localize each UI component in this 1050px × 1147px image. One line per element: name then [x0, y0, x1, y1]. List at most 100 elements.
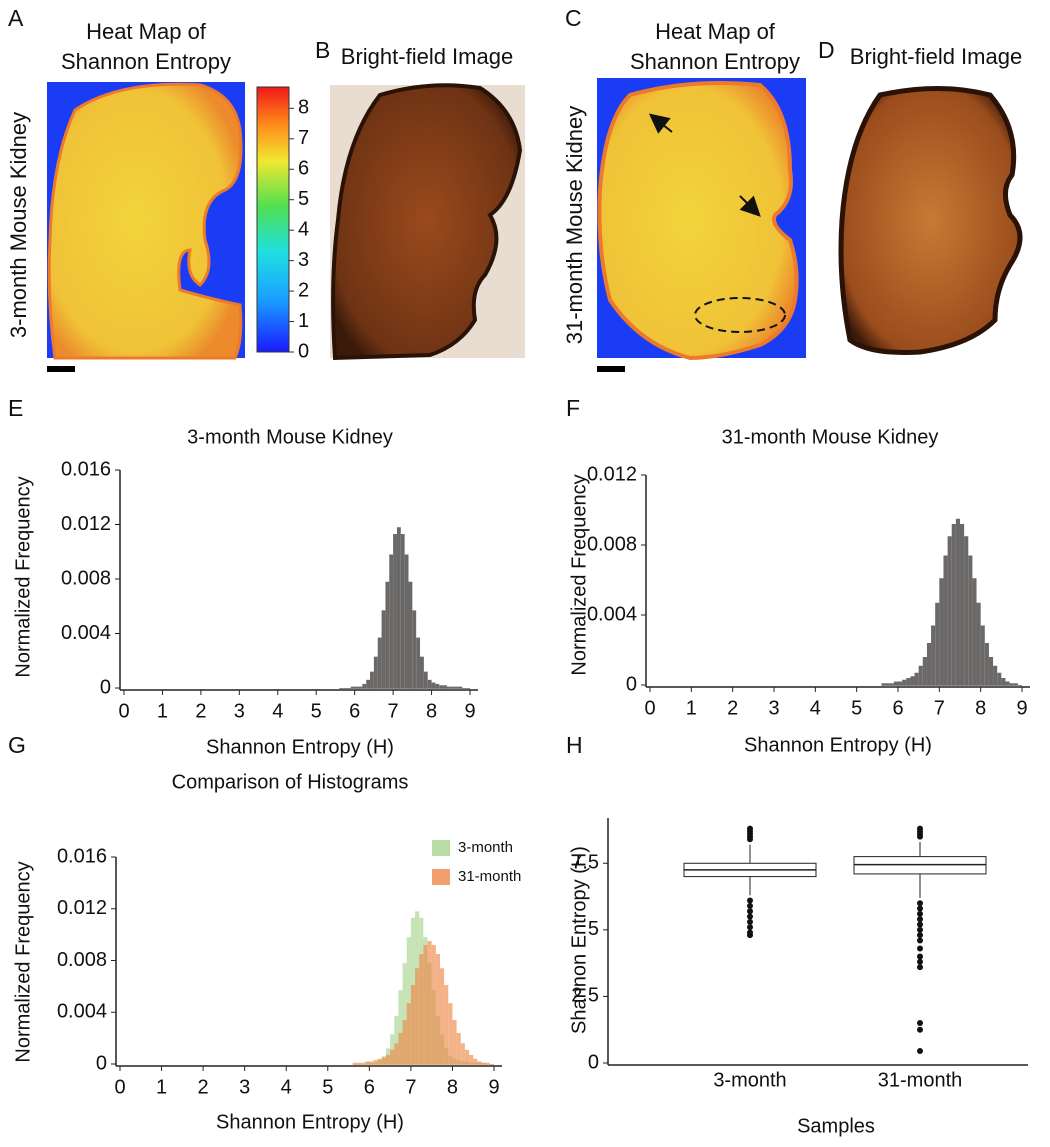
y-tick-label: 0.012: [587, 463, 637, 485]
histogram-bar: [443, 685, 447, 689]
brightfield-tissue: [838, 86, 1023, 355]
x-tick-label: 3-month: [713, 1069, 786, 1091]
histogram-bar: [390, 1034, 395, 1065]
legend-label: 31-month: [458, 868, 521, 885]
x-tick-label: 5: [322, 1076, 333, 1098]
outlier: [917, 1048, 923, 1055]
histogram-bar: [393, 534, 397, 689]
histogram-bar: [446, 686, 451, 689]
heatmap-tissue: [597, 81, 799, 361]
histogram-bar: [361, 1062, 366, 1065]
histogram-bar: [427, 679, 432, 689]
colorbar-tick-label: 0: [298, 340, 309, 362]
y-tick-label: 0.008: [57, 949, 107, 971]
histogram-bar: [427, 941, 432, 1065]
histogram-bar: [960, 524, 965, 686]
histogram-bar: [346, 688, 351, 689]
histogram-bar: [918, 665, 923, 686]
chart-title: 3-month Mouse Kidney: [187, 426, 393, 448]
y-tick-label: 0.004: [57, 1001, 107, 1023]
histogram-bar: [377, 637, 382, 689]
x-tick-label: 6: [892, 697, 903, 719]
y-tick-label: 0.012: [57, 897, 107, 919]
histogram-bar: [885, 683, 890, 686]
histogram-bar: [893, 681, 898, 686]
y-tick-label: 0: [100, 676, 111, 698]
x-tick-label: 1: [156, 1076, 167, 1098]
histogram-bar: [976, 602, 981, 686]
x-tick-label: 3: [234, 700, 245, 722]
histogram-bar: [339, 688, 344, 689]
y-tick-label: 2.5: [571, 985, 599, 1007]
histogram-bar: [1013, 683, 1018, 686]
histogram-bar: [1001, 678, 1006, 686]
panel-title: Shannon Entropy: [630, 49, 800, 74]
histogram-bar: [406, 1003, 411, 1065]
outlier: [917, 921, 923, 928]
x-axis-label: Shannon Entropy (H): [216, 1111, 404, 1133]
panel-letter: A: [8, 5, 24, 31]
panel-title: Heat Map of: [655, 19, 776, 44]
histogram-bar: [402, 1020, 407, 1065]
histogram-bar: [968, 555, 973, 686]
outlier: [917, 958, 923, 965]
histogram-bar: [431, 682, 436, 689]
histogram-bar: [972, 578, 977, 686]
histogram-bar: [412, 610, 417, 689]
colorbar-tick-label: 8: [298, 97, 309, 119]
arrow: [739, 195, 761, 217]
x-tick-label: 6: [364, 1076, 375, 1098]
dashed-region: [694, 297, 786, 333]
x-tick-label: 5: [311, 700, 322, 722]
outlier: [747, 908, 753, 915]
x-tick-label: 7: [934, 697, 945, 719]
histogram-bar: [914, 672, 919, 686]
histogram-bar: [439, 968, 445, 1065]
histogram-bar: [439, 685, 444, 689]
histogram-bar: [415, 968, 420, 1065]
y-tick-label: 0: [626, 673, 637, 695]
y-axis-label: 3-month Mouse Kidney: [6, 112, 31, 338]
x-tick-label: 3: [239, 1076, 250, 1098]
histogram-bar: [931, 625, 936, 686]
histogram-bar: [406, 937, 411, 1065]
panel-title: Shannon Entropy: [61, 49, 231, 74]
histogram-bar: [410, 985, 416, 1065]
histogram-bar: [398, 1032, 403, 1065]
legend-swatch: [432, 869, 450, 885]
histogram-bar: [939, 578, 944, 686]
x-tick-label: 9: [1016, 697, 1027, 719]
colorbar-tick-label: 3: [298, 249, 309, 271]
histogram-bar: [452, 1020, 457, 1065]
x-tick-label: 4: [281, 1076, 292, 1098]
panel-letter: H: [566, 732, 583, 758]
panel-letter: F: [566, 395, 580, 421]
outlier: [917, 900, 923, 907]
histogram-bar: [398, 990, 403, 1065]
histogram-bar: [394, 1043, 399, 1065]
outlier: [747, 913, 753, 920]
y-tick-label: 0.016: [61, 458, 111, 480]
histogram-bar: [373, 1060, 378, 1065]
colorbar: [256, 86, 290, 353]
histogram-bar: [385, 1054, 391, 1065]
outlier: [917, 1026, 923, 1033]
scale-bar: [47, 366, 75, 372]
histogram-bar: [419, 954, 424, 1065]
histogram-bar: [951, 524, 956, 686]
histogram-bar: [350, 686, 355, 689]
x-tick-label: 2: [198, 1076, 209, 1098]
colorbar-tick-label: 2: [298, 279, 309, 301]
x-tick-label: 8: [447, 1076, 458, 1098]
x-tick-label: 3: [768, 697, 779, 719]
histogram-bar: [462, 688, 467, 689]
histogram-bar: [473, 1058, 478, 1065]
colorbar-tick-label: 4: [298, 218, 309, 240]
histogram-bar: [389, 554, 394, 689]
x-axis-label: Shannon Entropy (H): [744, 734, 932, 756]
histogram-bar: [450, 686, 455, 689]
histogram-bar: [993, 665, 998, 686]
histogram-bar: [964, 536, 969, 686]
histogram-bar: [431, 944, 436, 1065]
legend-label: 3-month: [458, 839, 513, 856]
